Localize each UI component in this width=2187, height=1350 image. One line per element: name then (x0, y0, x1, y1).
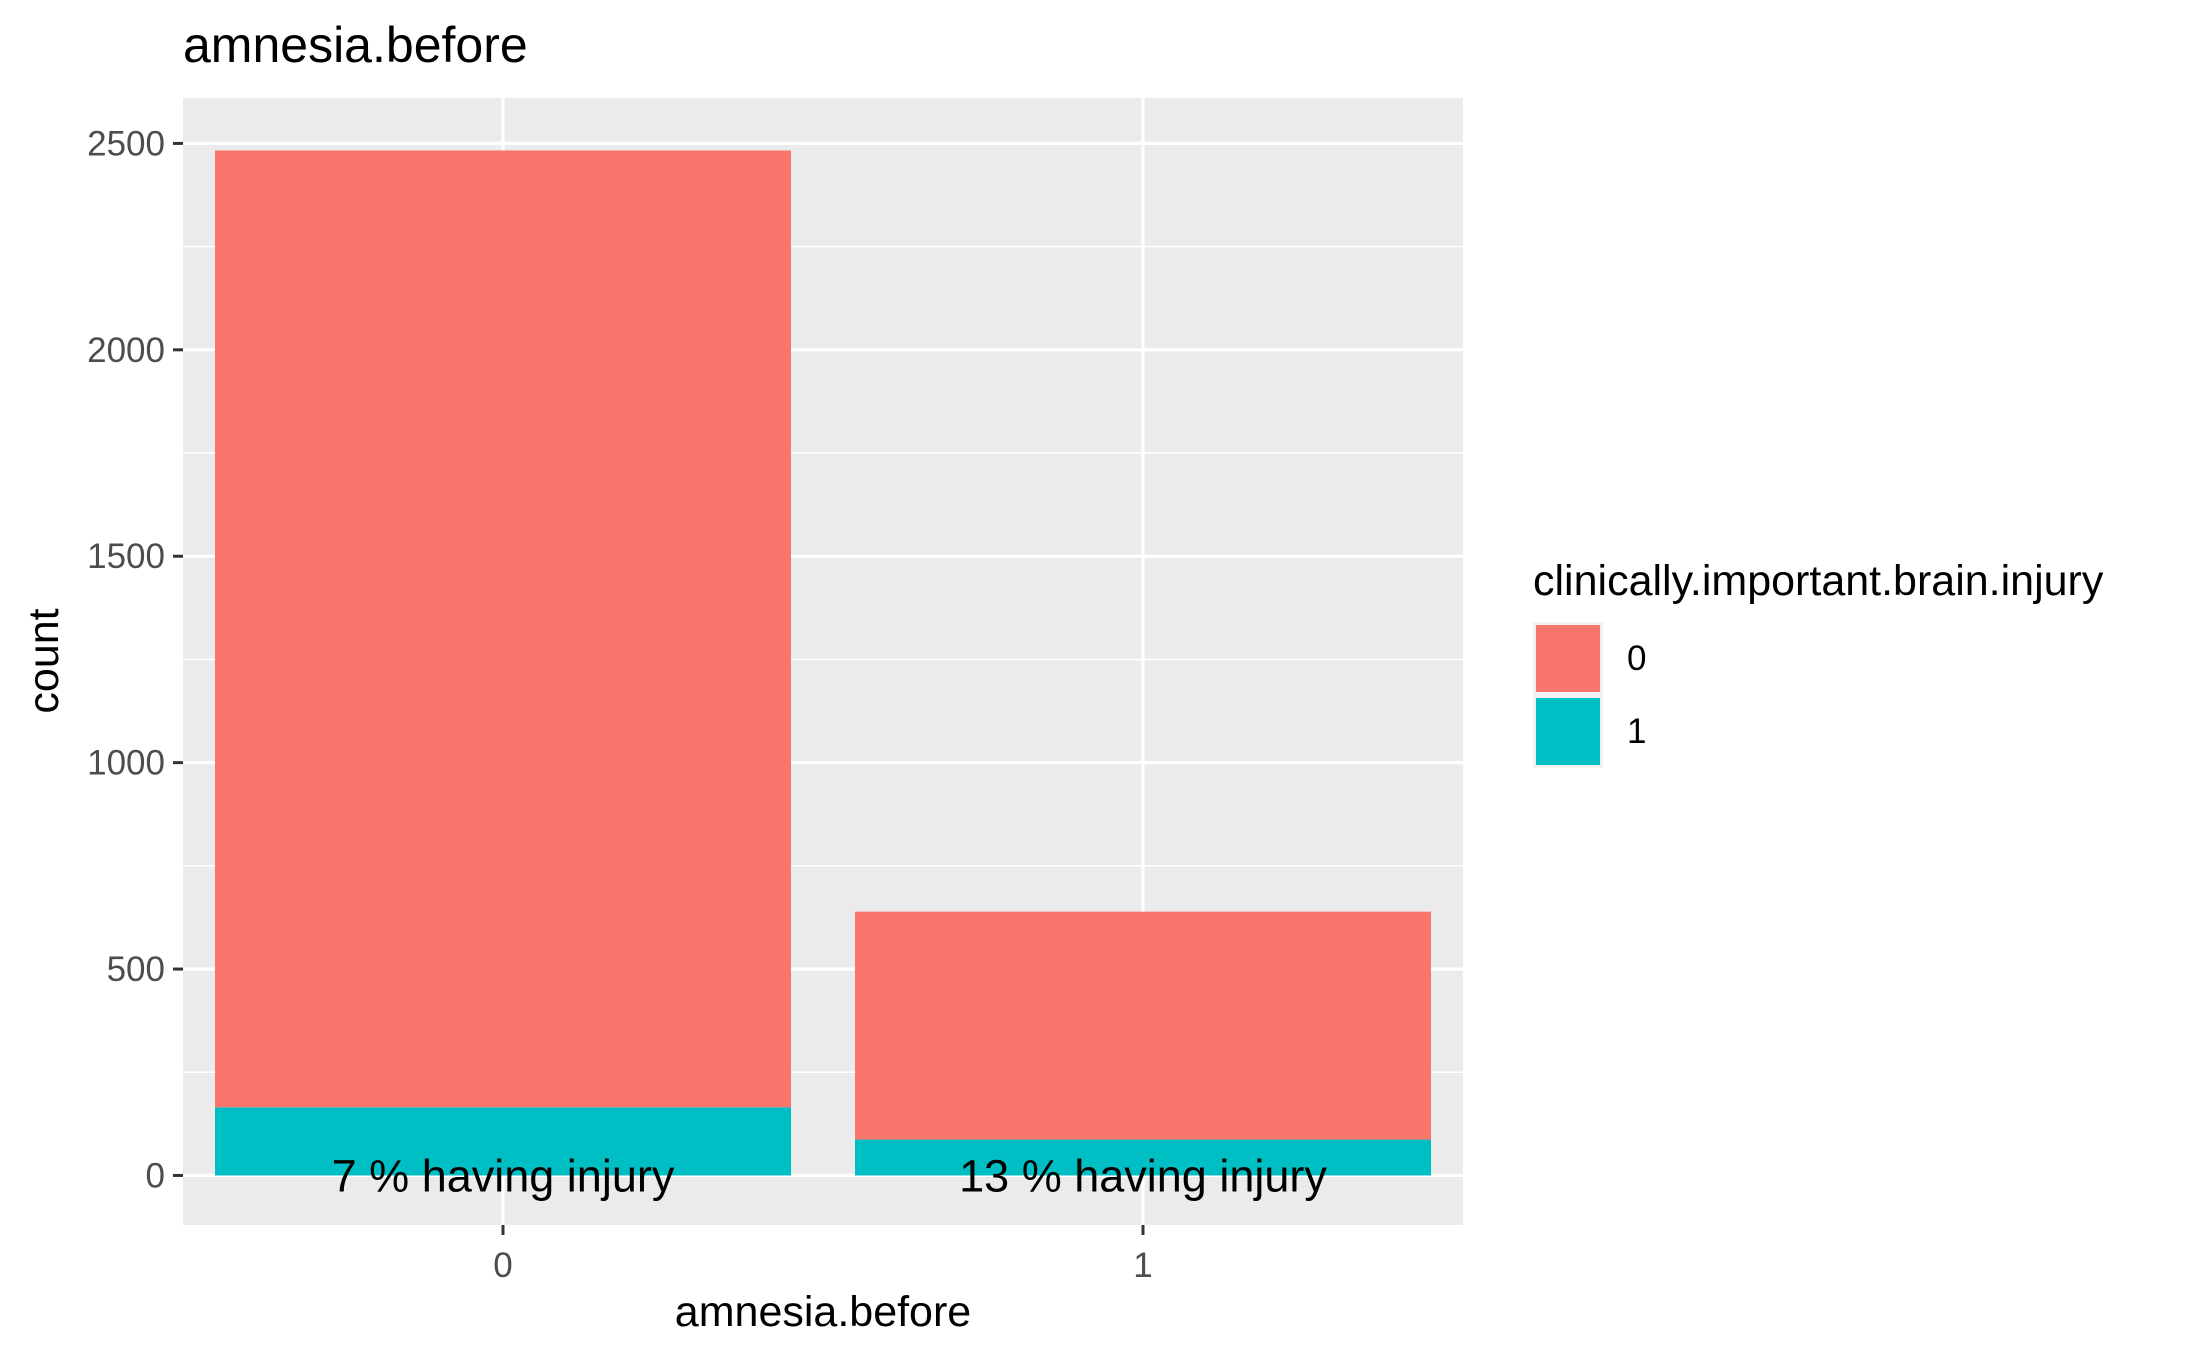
x-tick-label: 0 (493, 1246, 512, 1285)
legend-label: 1 (1627, 712, 1646, 751)
x-tick-label: 1 (1133, 1246, 1152, 1285)
y-tick-label: 1500 (87, 537, 165, 576)
legend-items: 01 (1533, 622, 1646, 768)
legend-key-swatch (1536, 698, 1600, 765)
bars (215, 150, 1431, 1176)
y-tick-label: 2000 (87, 331, 165, 370)
bar-data-label: 7 % having injury (332, 1150, 675, 1201)
bar-segment-injury-0 (215, 150, 791, 1108)
y-tick-label: 0 (146, 1156, 165, 1195)
y-axis-title: count (20, 608, 68, 713)
legend: clinically.important.brain.injury 01 (1533, 557, 2104, 768)
legend-title: clinically.important.brain.injury (1533, 557, 2104, 605)
bar-data-label: 13 % having injury (959, 1150, 1327, 1201)
y-tick-label: 1000 (87, 744, 165, 783)
x-axis-title: amnesia.before (675, 1288, 971, 1336)
bar-segment-injury-1 (215, 1107, 791, 1176)
y-tick-label: 2500 (87, 124, 165, 163)
bar-labels: 7 % having injury 13 % having injury (332, 1150, 1328, 1201)
bar-segment-injury-0 (855, 911, 1431, 1140)
legend-label: 0 (1627, 639, 1646, 678)
chart-title: amnesia.before (183, 17, 528, 73)
bar-segment-injury-1 (855, 1139, 1431, 1176)
y-axis: 0 500 1000 1500 2000 2500 (87, 124, 183, 1195)
legend-key-swatch (1536, 625, 1600, 692)
y-tick-label: 500 (107, 950, 165, 989)
